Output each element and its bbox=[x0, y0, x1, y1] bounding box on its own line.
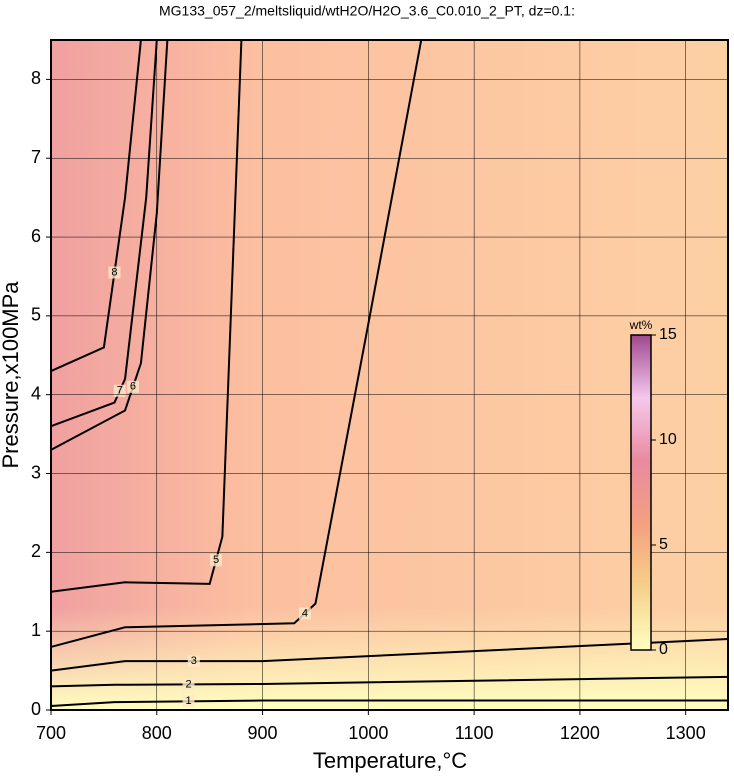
contour-label: 2 bbox=[185, 678, 191, 690]
x-tick-label: 1000 bbox=[348, 723, 388, 743]
contour-label: 5 bbox=[213, 554, 219, 566]
contour-label-bg bbox=[298, 607, 311, 620]
contour-label: 6 bbox=[130, 381, 136, 393]
y-tick-label: 5 bbox=[31, 305, 41, 325]
contour-label-bg bbox=[182, 695, 195, 708]
y-tick-label: 3 bbox=[31, 462, 41, 482]
y-tick-label: 6 bbox=[31, 226, 41, 246]
contour-line bbox=[50, 39, 169, 451]
colorbar-tick-label: 5 bbox=[659, 536, 668, 553]
chart-title: MG133_057_2/meltsliquid/wtH2O/H2O_3.6_C0… bbox=[159, 3, 575, 19]
y-tick-label: 1 bbox=[31, 620, 41, 640]
contour-label-bg bbox=[108, 266, 121, 279]
y-tick-label: 2 bbox=[31, 541, 41, 561]
contour-label: 3 bbox=[191, 655, 197, 667]
contour-label-bg bbox=[210, 554, 223, 567]
contour-label-bg bbox=[187, 655, 200, 668]
y-axis-label: Pressure,x100MPa bbox=[0, 281, 23, 469]
contour-label-bg bbox=[182, 678, 195, 691]
plot-background-low bbox=[51, 607, 728, 710]
x-tick-label: 700 bbox=[36, 723, 66, 743]
colorbar-tick-label: 15 bbox=[659, 326, 677, 343]
x-axis-label: Temperature,°C bbox=[313, 748, 467, 773]
x-tick-label: 1300 bbox=[666, 723, 706, 743]
x-tick-label: 1200 bbox=[560, 723, 600, 743]
contour-label: 1 bbox=[185, 695, 191, 707]
contour-label: 7 bbox=[117, 385, 123, 397]
contour-line bbox=[50, 39, 158, 428]
contour-label-bg bbox=[113, 384, 126, 397]
colorbar bbox=[630, 334, 652, 651]
x-tick-label: 800 bbox=[142, 723, 172, 743]
plot-background bbox=[51, 40, 728, 710]
x-tick-label: 900 bbox=[248, 723, 278, 743]
y-tick-label: 8 bbox=[31, 68, 41, 88]
y-tick-label: 7 bbox=[31, 147, 41, 167]
colorbar-label: wt% bbox=[629, 318, 653, 332]
colorbar-tick-label: 0 bbox=[659, 641, 668, 658]
x-tick-label: 1100 bbox=[455, 723, 494, 743]
contour-label: 4 bbox=[302, 607, 308, 619]
y-tick-label: 0 bbox=[31, 699, 41, 719]
y-tick-label: 4 bbox=[31, 383, 41, 403]
plot-frame bbox=[50, 39, 729, 711]
colorbar-tick-label: 10 bbox=[659, 431, 677, 448]
contour-label: 8 bbox=[111, 266, 117, 278]
contour-label-bg bbox=[126, 380, 139, 393]
